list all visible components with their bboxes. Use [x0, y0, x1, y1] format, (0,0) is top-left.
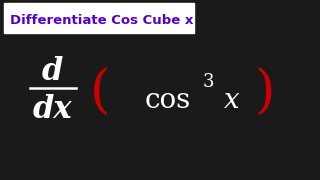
Text: cos: cos	[145, 87, 191, 114]
Text: Differentiate Cos Cube x: Differentiate Cos Cube x	[10, 14, 193, 26]
Text: 3: 3	[202, 73, 214, 91]
Text: d: d	[41, 57, 63, 87]
FancyBboxPatch shape	[4, 3, 194, 33]
Text: ): )	[255, 68, 275, 118]
Text: dx: dx	[32, 94, 72, 125]
Text: (: (	[90, 68, 110, 118]
Text: x: x	[224, 87, 240, 114]
